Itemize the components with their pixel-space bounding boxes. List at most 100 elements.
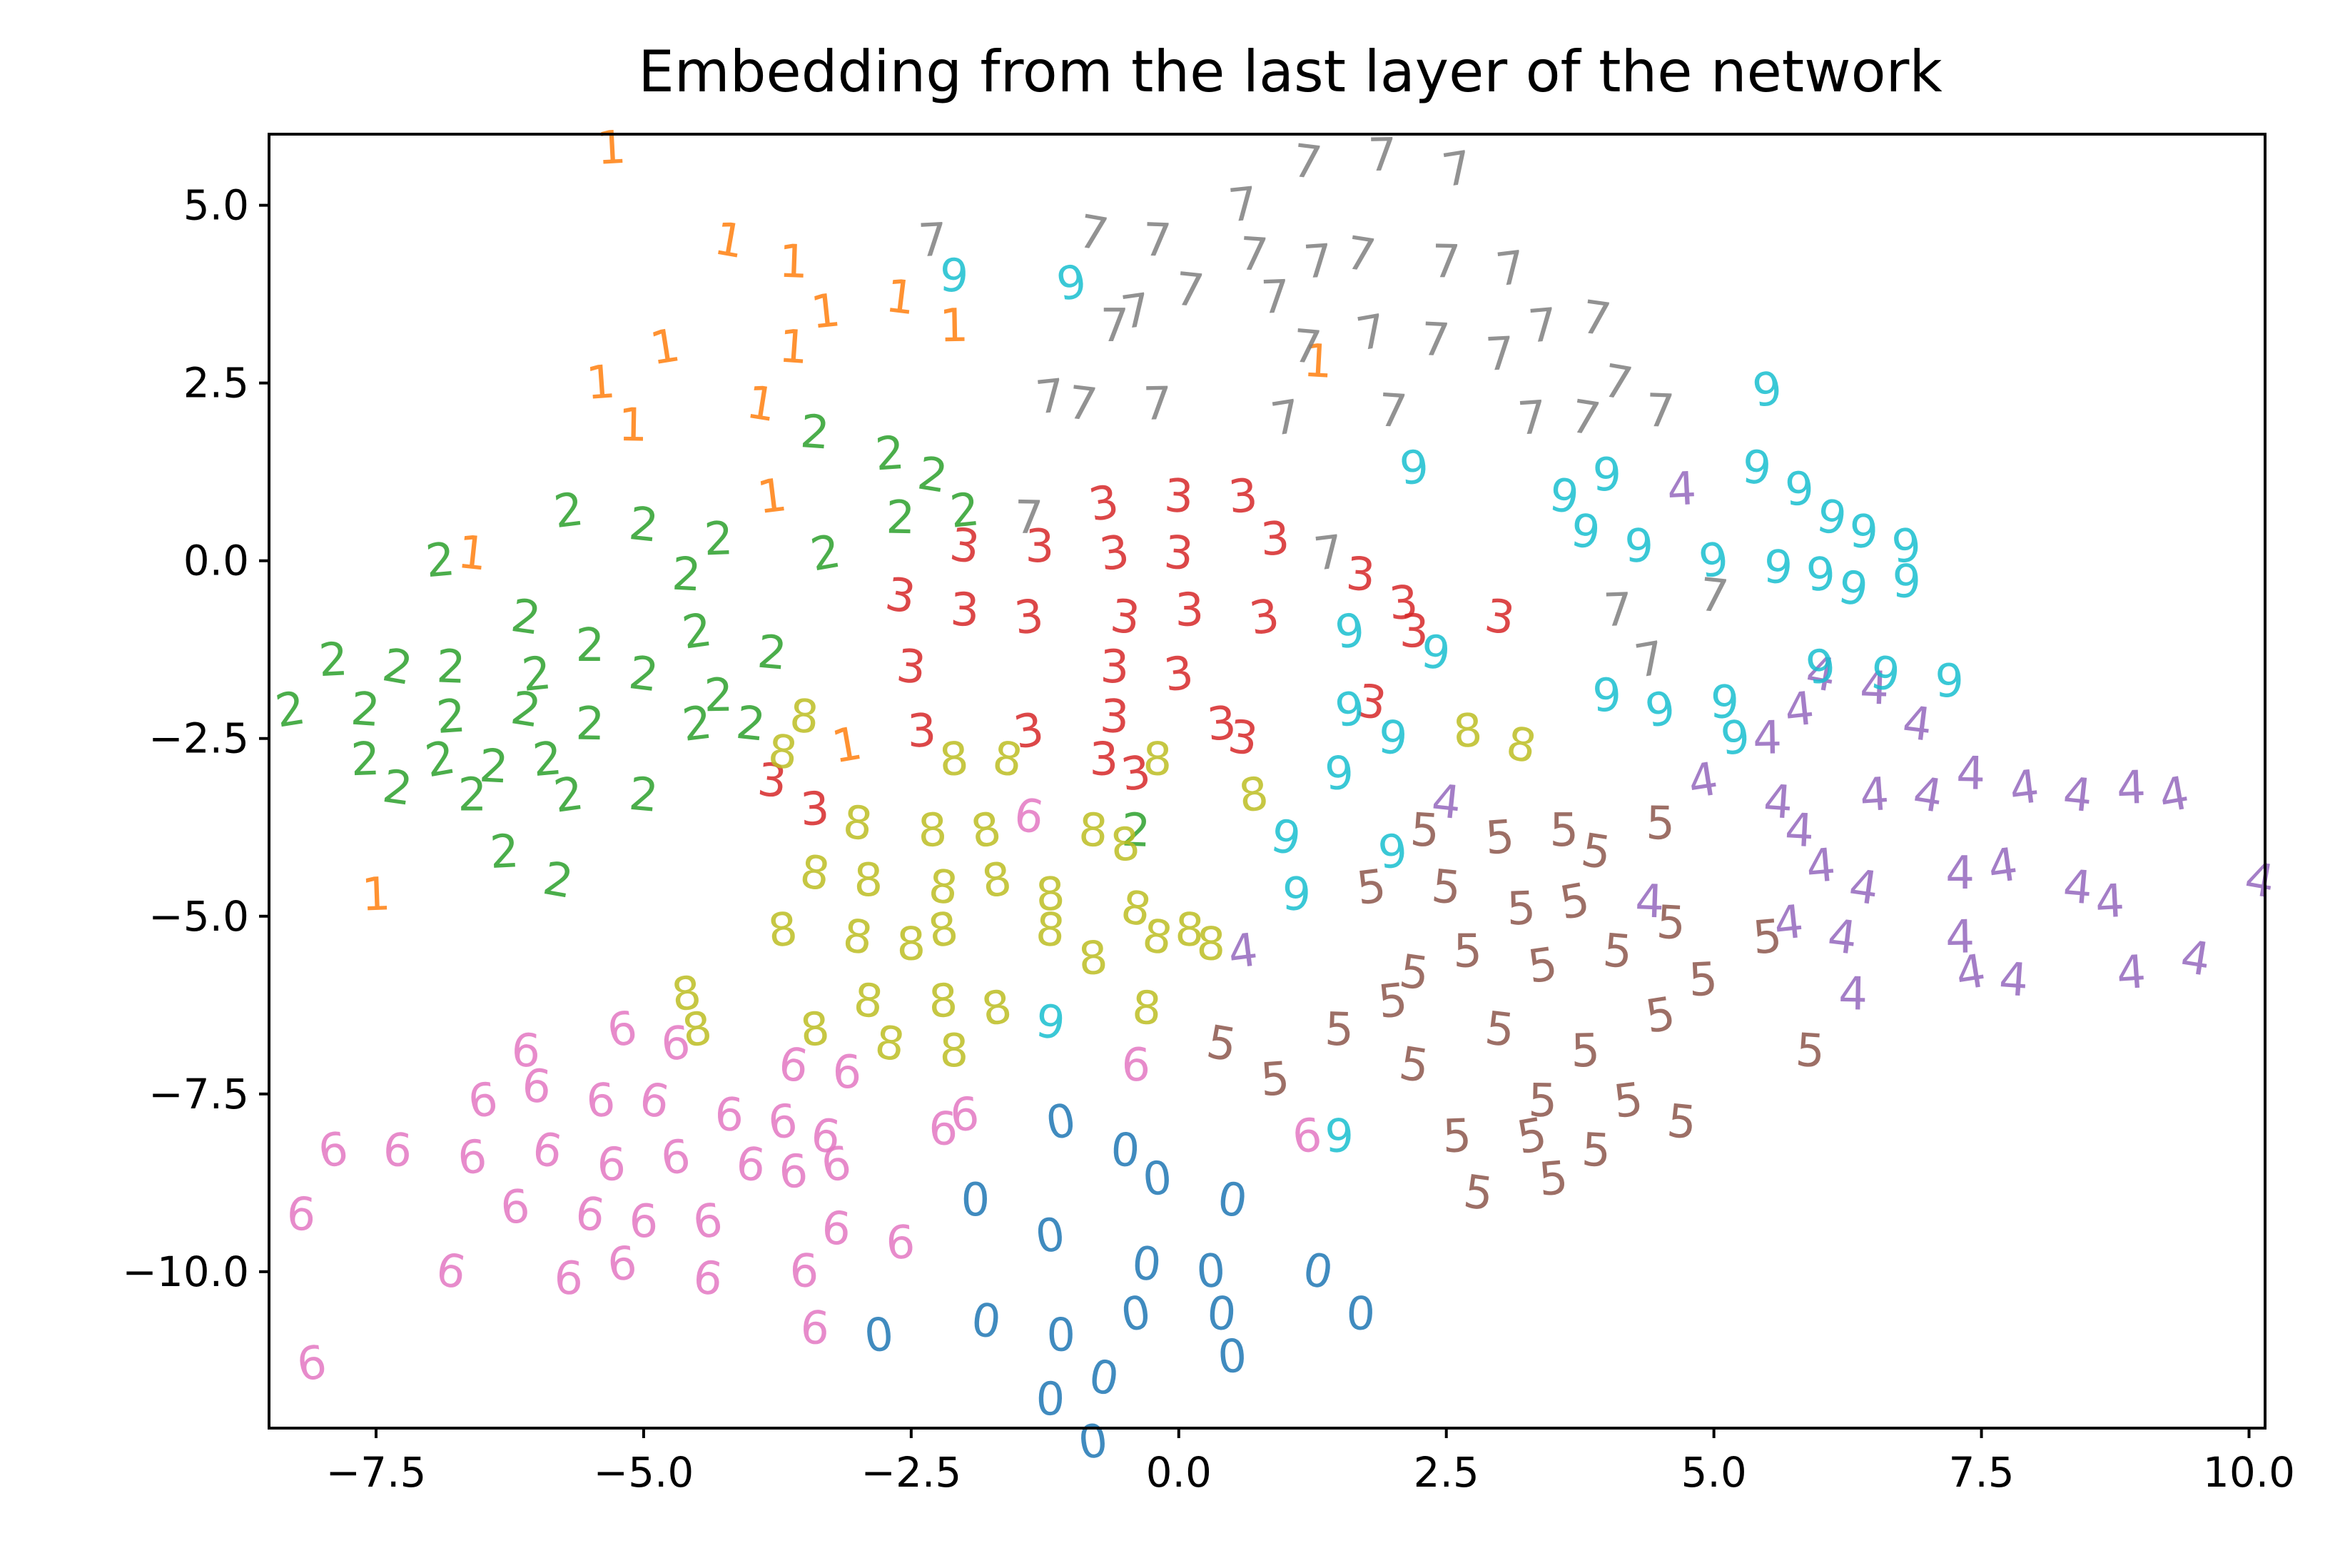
point-digit-2: 2 xyxy=(435,640,466,694)
point-digit-4: 4 xyxy=(1845,859,1882,916)
point-digit-9: 9 xyxy=(1591,669,1622,722)
point-digit-3: 3 xyxy=(949,584,980,637)
point-digit-6: 6 xyxy=(572,1187,609,1243)
point-digit-6: 6 xyxy=(690,1251,725,1307)
point-digit-6: 6 xyxy=(498,1180,532,1235)
point-digit-7: 7 xyxy=(1302,235,1334,290)
point-digit-4: 4 xyxy=(2177,931,2214,987)
point-digit-5: 5 xyxy=(1571,1025,1601,1078)
point-digit-6: 6 xyxy=(529,1123,566,1179)
point-digit-5: 5 xyxy=(1556,874,1594,931)
point-digit-8: 8 xyxy=(1108,818,1142,873)
point-digit-2: 2 xyxy=(703,512,734,566)
point-digit-5: 5 xyxy=(1396,1037,1433,1093)
point-digit-9: 9 xyxy=(1624,520,1654,573)
point-digit-6: 6 xyxy=(808,1108,843,1164)
point-digit-2: 2 xyxy=(671,548,703,602)
point-digit-9: 9 xyxy=(1708,676,1741,730)
point-digit-9: 9 xyxy=(1889,519,1923,575)
point-digit-1: 1 xyxy=(754,469,789,525)
point-digit-6: 6 xyxy=(553,1252,584,1305)
point-digit-4: 4 xyxy=(1859,662,1890,715)
point-digit-5: 5 xyxy=(1453,926,1482,978)
point-digit-8: 8 xyxy=(1034,903,1067,958)
point-digit-2: 2 xyxy=(507,682,545,738)
point-digit-6: 6 xyxy=(789,1245,819,1298)
point-digit-7: 7 xyxy=(1100,300,1129,353)
point-digit-9: 9 xyxy=(1281,868,1312,921)
point-digit-9: 9 xyxy=(1740,441,1773,496)
point-digit-7: 7 xyxy=(1439,141,1476,198)
point-digit-9: 9 xyxy=(1568,505,1603,560)
point-digit-4: 4 xyxy=(1685,753,1722,809)
point-digit-0: 0 xyxy=(1299,1243,1337,1300)
point-digit-0: 0 xyxy=(1214,1173,1250,1229)
point-digit-2: 2 xyxy=(508,590,545,646)
point-digit-6: 6 xyxy=(1290,1108,1325,1164)
point-digit-7: 7 xyxy=(1237,228,1270,283)
point-digit-9: 9 xyxy=(1805,547,1838,602)
point-digit-8: 8 xyxy=(854,854,883,907)
point-digit-3: 3 xyxy=(1012,590,1046,645)
point-digit-4: 4 xyxy=(2155,767,2193,824)
point-digit-5: 5 xyxy=(1646,797,1676,851)
point-digit-9: 9 xyxy=(1867,647,1903,703)
point-digit-6: 6 xyxy=(629,1195,659,1248)
point-digit-7: 7 xyxy=(1290,135,1325,191)
point-digit-7: 7 xyxy=(1267,390,1305,447)
point-digit-2: 2 xyxy=(948,483,982,539)
point-digit-6: 6 xyxy=(635,1073,673,1130)
point-digit-7: 7 xyxy=(1516,391,1549,446)
x-tick-label: 2.5 xyxy=(1414,1448,1479,1497)
point-digit-8: 8 xyxy=(841,796,875,851)
point-digit-0: 0 xyxy=(1130,1237,1163,1292)
point-digit-7: 7 xyxy=(1143,378,1173,431)
point-digit-8: 8 xyxy=(766,903,800,958)
point-digit-8: 8 xyxy=(1077,931,1110,986)
point-digit-0: 0 xyxy=(1042,1094,1080,1151)
point-digit-8: 8 xyxy=(788,689,821,744)
point-digit-6: 6 xyxy=(833,1046,862,1099)
point-digit-8: 8 xyxy=(669,966,704,1022)
point-digit-9: 9 xyxy=(1397,441,1431,496)
point-digit-5: 5 xyxy=(1687,953,1719,1007)
point-digit-9: 9 xyxy=(1332,604,1367,659)
point-digit-6: 6 xyxy=(766,1095,800,1150)
point-digit-9: 9 xyxy=(1376,824,1410,880)
point-digit-2: 2 xyxy=(551,483,586,539)
point-digit-0: 0 xyxy=(1345,1288,1376,1341)
point-digit-7: 7 xyxy=(917,213,949,268)
point-digit-7: 7 xyxy=(1074,206,1112,263)
point-digit-0: 0 xyxy=(1085,1350,1123,1407)
point-digit-9: 9 xyxy=(1935,655,1964,708)
chart-title: Embedding from the last layer of the net… xyxy=(638,39,1943,105)
point-digit-8: 8 xyxy=(1131,981,1163,1036)
point-digit-8: 8 xyxy=(1174,904,1205,957)
point-digit-1: 1 xyxy=(455,526,490,582)
point-digit-7: 7 xyxy=(1352,305,1390,362)
point-digit-9: 9 xyxy=(1267,809,1305,866)
point-digit-3: 3 xyxy=(1246,590,1283,646)
point-digit-1: 1 xyxy=(596,121,628,176)
point-digit-4: 4 xyxy=(1956,747,1986,801)
point-digit-8: 8 xyxy=(896,918,926,971)
point-digit-2: 2 xyxy=(1120,804,1151,858)
point-digit-7: 7 xyxy=(1526,298,1559,353)
point-digit-9: 9 xyxy=(1641,682,1679,739)
point-digit-8: 8 xyxy=(917,804,948,858)
point-digit-5: 5 xyxy=(1429,860,1464,916)
point-digit-6: 6 xyxy=(520,1059,553,1114)
point-digit-9: 9 xyxy=(1718,711,1752,766)
point-digit-2: 2 xyxy=(539,852,577,909)
point-digit-1: 1 xyxy=(584,355,617,410)
point-digit-8: 8 xyxy=(967,802,1005,859)
point-digit-8: 8 xyxy=(1035,868,1067,922)
point-digit-0: 0 xyxy=(1110,1123,1142,1178)
point-digit-3: 3 xyxy=(906,704,937,758)
point-digit-2: 2 xyxy=(806,525,844,582)
point-digit-5: 5 xyxy=(1324,1003,1354,1057)
point-digit-6: 6 xyxy=(817,1136,855,1193)
x-tick-label: 5.0 xyxy=(1681,1448,1747,1497)
point-digit-4: 4 xyxy=(1771,896,1805,951)
point-digit-7: 7 xyxy=(1260,270,1290,324)
